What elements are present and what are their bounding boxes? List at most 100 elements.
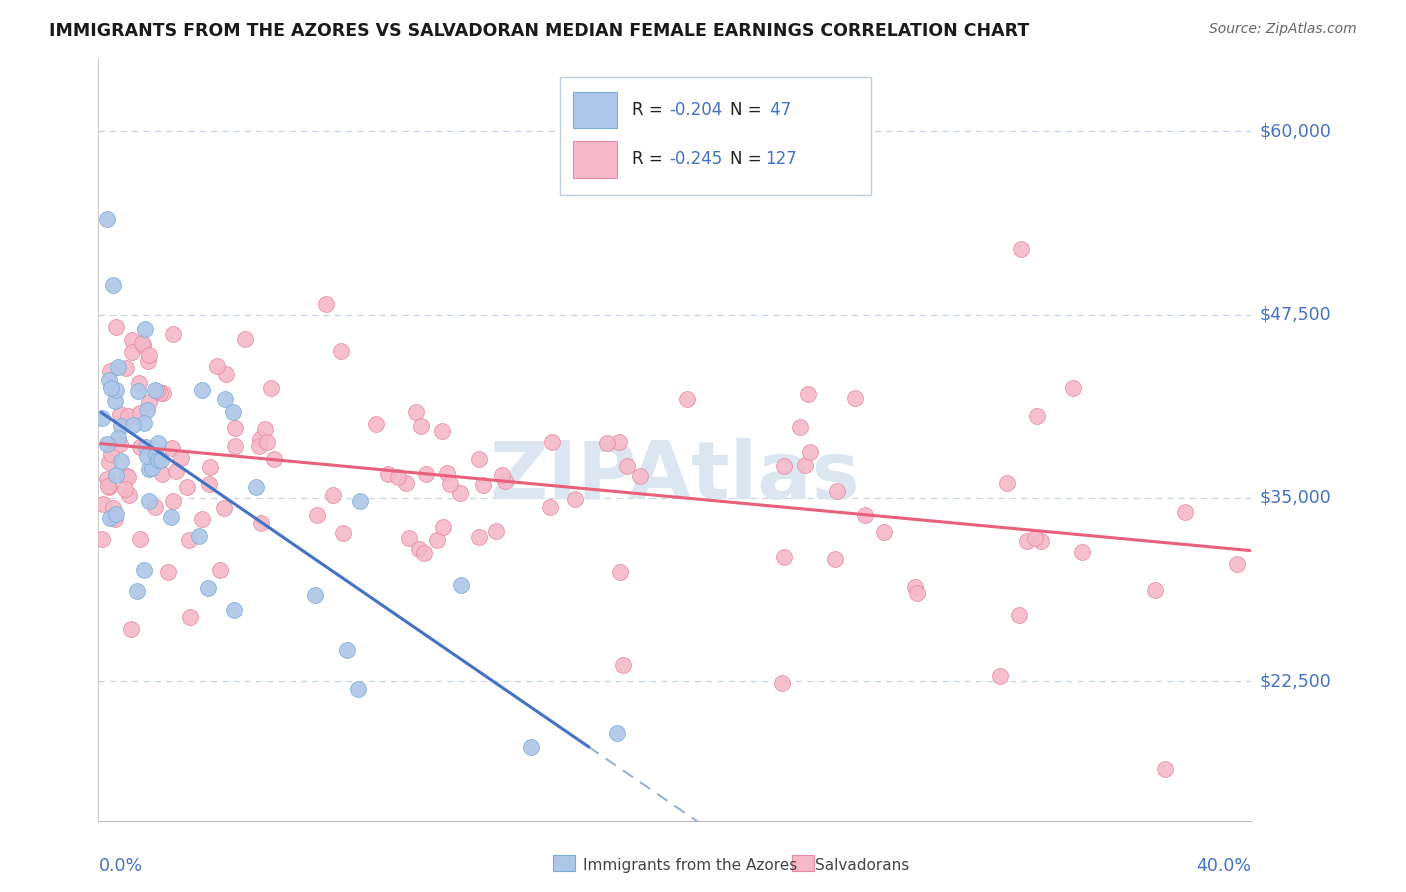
Point xyxy=(905,586,928,600)
Point xyxy=(405,405,427,419)
Point xyxy=(132,338,155,352)
Point xyxy=(121,345,143,359)
Point xyxy=(260,381,283,395)
Point xyxy=(1226,557,1249,571)
Point xyxy=(675,392,697,406)
Point xyxy=(249,432,271,446)
Point xyxy=(612,657,634,672)
Point xyxy=(349,493,371,508)
Point xyxy=(187,529,209,543)
Point xyxy=(91,532,114,546)
Point xyxy=(1010,242,1032,256)
Point xyxy=(146,384,169,399)
FancyBboxPatch shape xyxy=(574,141,617,178)
Point xyxy=(247,439,270,453)
Point xyxy=(157,565,180,579)
Point xyxy=(322,488,344,502)
Point xyxy=(329,343,352,358)
Point xyxy=(988,669,1011,683)
Point xyxy=(129,440,152,454)
Point xyxy=(304,588,326,602)
Point xyxy=(117,409,139,423)
Point xyxy=(1024,532,1046,546)
Point xyxy=(426,533,449,547)
Point xyxy=(104,467,127,482)
Point xyxy=(98,511,121,525)
Point xyxy=(377,467,399,482)
Point xyxy=(773,550,796,565)
Point xyxy=(128,406,150,420)
Point xyxy=(118,488,141,502)
Point xyxy=(254,422,277,436)
Point xyxy=(205,359,228,373)
Point xyxy=(135,449,157,463)
Text: N =: N = xyxy=(730,151,768,169)
Point xyxy=(148,436,170,450)
Point xyxy=(413,545,436,559)
Point xyxy=(520,740,543,755)
Point xyxy=(332,525,354,540)
Point xyxy=(121,417,143,432)
Point xyxy=(97,480,120,494)
Point xyxy=(101,278,124,293)
Point xyxy=(91,411,114,425)
Point xyxy=(104,512,127,526)
Point xyxy=(179,610,201,624)
Point xyxy=(607,434,630,449)
Point xyxy=(162,326,184,341)
Text: 0.0%: 0.0% xyxy=(98,857,142,875)
Point xyxy=(1015,533,1038,548)
Point xyxy=(222,405,245,419)
Text: -0.204: -0.204 xyxy=(669,101,723,119)
Point xyxy=(115,469,138,483)
Point xyxy=(100,381,122,395)
Point xyxy=(471,478,494,492)
Point xyxy=(110,418,132,433)
Text: R =: R = xyxy=(633,151,668,169)
Point xyxy=(491,468,513,483)
Point xyxy=(104,319,127,334)
Point xyxy=(346,681,368,696)
Point xyxy=(110,454,132,468)
Point xyxy=(224,439,246,453)
Point xyxy=(149,453,172,467)
Point xyxy=(606,725,628,739)
Text: $60,000: $60,000 xyxy=(1260,122,1331,140)
Point xyxy=(128,376,150,390)
Point xyxy=(789,420,811,434)
Point xyxy=(170,450,193,465)
Text: ZIPAtlas: ZIPAtlas xyxy=(489,439,860,516)
Point xyxy=(263,451,285,466)
Point xyxy=(256,434,278,449)
Point xyxy=(135,403,157,417)
Point xyxy=(138,348,160,362)
Point xyxy=(143,384,166,398)
FancyBboxPatch shape xyxy=(574,92,617,128)
Point xyxy=(162,493,184,508)
Point xyxy=(110,436,132,450)
Point xyxy=(214,392,236,406)
Point xyxy=(96,472,118,486)
Point xyxy=(107,431,129,445)
Point xyxy=(121,333,143,347)
Point xyxy=(96,437,118,451)
Point xyxy=(215,367,238,381)
Point xyxy=(138,354,160,368)
Point xyxy=(209,563,232,577)
Point xyxy=(143,500,166,515)
Point xyxy=(336,642,359,657)
Point xyxy=(165,464,187,478)
FancyBboxPatch shape xyxy=(560,77,870,195)
Point xyxy=(125,584,148,599)
Point xyxy=(436,467,458,481)
Point xyxy=(105,383,128,397)
Text: $47,500: $47,500 xyxy=(1260,306,1331,324)
Point xyxy=(538,500,561,515)
Point xyxy=(224,421,246,435)
Point xyxy=(224,602,246,616)
Point xyxy=(1031,534,1053,549)
Point xyxy=(825,484,848,499)
Point xyxy=(1154,762,1177,776)
Text: $35,000: $35,000 xyxy=(1260,489,1331,507)
Point xyxy=(104,394,127,409)
